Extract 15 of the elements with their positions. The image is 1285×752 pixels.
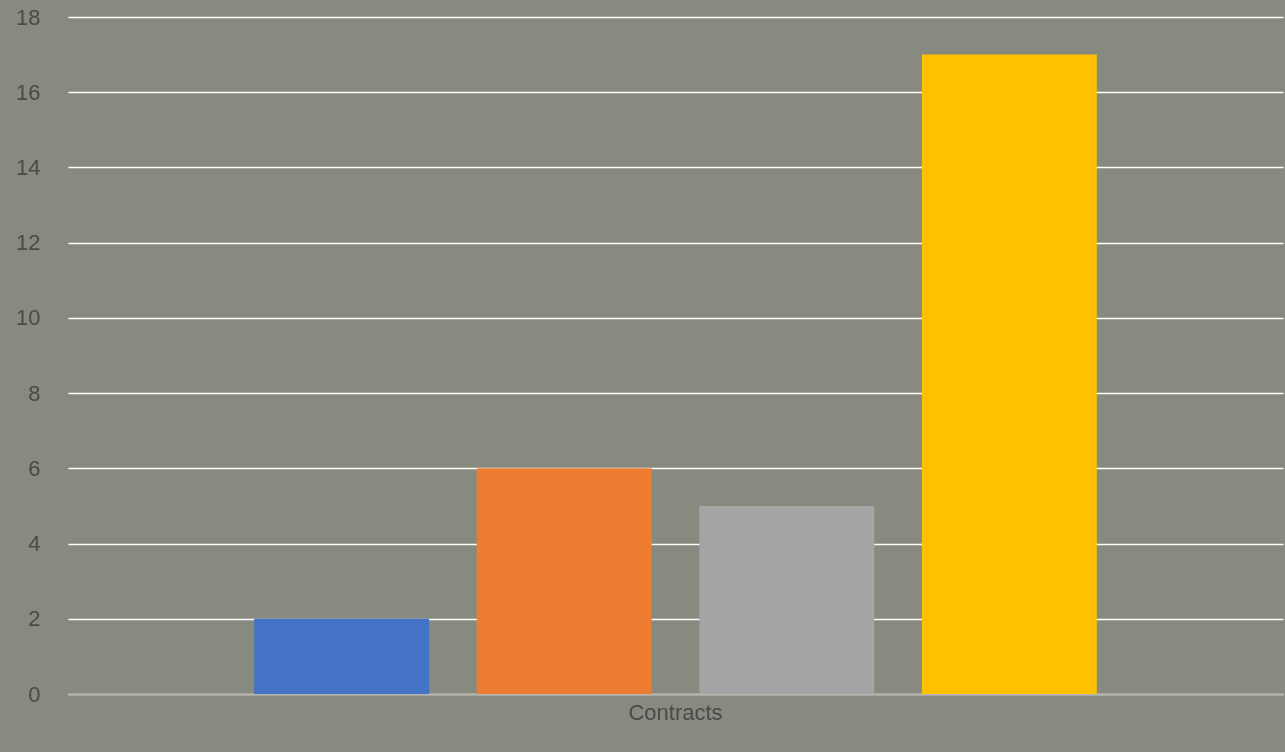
y-tick-label: 12 (16, 230, 41, 256)
y-tick-label: 8 (28, 380, 41, 406)
bar (476, 468, 652, 694)
y-tick-label: 10 (16, 305, 41, 331)
y-tick-label: 2 (28, 606, 41, 632)
y-tick-label: 16 (16, 79, 41, 105)
bar (254, 618, 430, 694)
bar (921, 54, 1097, 694)
y-tick-label: 14 (16, 154, 41, 180)
bar (699, 505, 875, 694)
y-tick-label: 6 (28, 455, 41, 481)
y-tick-label: 4 (28, 531, 41, 557)
y-tick-label: 18 (16, 4, 41, 30)
y-tick-label: 0 (28, 681, 41, 707)
x-tick-label: Contracts (628, 699, 723, 725)
